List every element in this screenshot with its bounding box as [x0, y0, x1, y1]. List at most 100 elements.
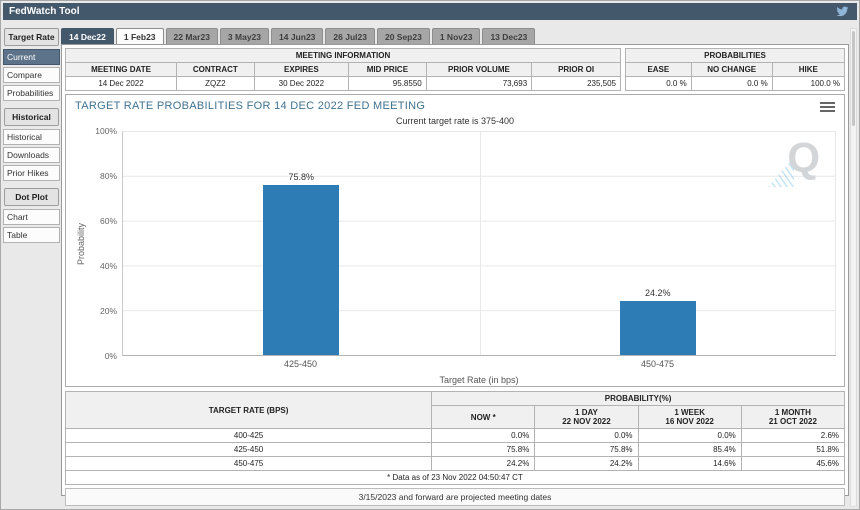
sidebar: Target Rate Current Compare Probabilitie…	[3, 28, 60, 245]
sidebar-header-target-rate: Target Rate	[4, 28, 59, 46]
x-axis-title: Target Rate (in bps)	[439, 375, 519, 385]
sidebar-item-chart[interactable]: Chart	[3, 209, 60, 225]
meeting-information-table: MEETING INFORMATION MEETING DATE CONTRAC…	[65, 48, 621, 91]
month-cell: 51.8%	[740, 442, 846, 457]
col-meeting-date: MEETING DATE	[65, 62, 177, 77]
sidebar-item-current[interactable]: Current	[3, 49, 60, 65]
probability-bar[interactable]	[619, 300, 696, 355]
app-title-bar: FedWatch Tool	[3, 3, 857, 20]
probability-group-header: PROBABILITY(%)	[431, 391, 845, 406]
week-cell: 0.0%	[637, 428, 742, 443]
bar-value-label: 24.2%	[644, 287, 671, 298]
probability-chart: TARGET RATE PROBABILITIES FOR 14 DEC 202…	[65, 94, 845, 387]
range-cell: 425-450	[64, 442, 433, 457]
col-prior-oi: PRIOR OI	[531, 62, 621, 77]
sidebar-item-probabilities[interactable]: Probabilities	[3, 85, 60, 101]
app-title: FedWatch Tool	[9, 6, 80, 17]
plot-area: Q 75.8% 24.2%	[122, 131, 836, 356]
y-axis: 100% 80% 60% 40% 20% 0%	[88, 126, 122, 361]
y-axis-tick-label: 0%	[104, 351, 117, 361]
hike-value: 100.0 %	[771, 76, 846, 91]
contract-value: ZQZ2	[176, 76, 255, 91]
table-row: 400-425 0.0% 0.0% 0.0% 2.6%	[64, 428, 846, 443]
prior-oi-value: 235,505	[531, 76, 621, 91]
x-category-label: 425-450	[283, 359, 318, 369]
probabilities-title: PROBABILITIES	[625, 48, 845, 63]
quikstrike-watermark: Q	[768, 137, 820, 189]
sidebar-item-downloads[interactable]: Downloads	[3, 147, 60, 163]
col-1-day: 1 DAY 22 NOV 2022	[534, 405, 639, 429]
col-prior-volume: PRIOR VOLUME	[425, 62, 533, 77]
now-cell: 0.0%	[431, 428, 536, 443]
y-axis-tick-label: 100%	[95, 126, 117, 136]
bar-value-label: 75.8%	[288, 172, 315, 183]
col-ease: EASE	[625, 62, 692, 77]
tab-14-jun23[interactable]: 14 Jun23	[271, 28, 324, 44]
scrollbar-thumb[interactable]	[852, 31, 855, 126]
x-axis-labels: 425-450 450-475	[74, 359, 836, 369]
sidebar-item-prior-hikes[interactable]: Prior Hikes	[3, 165, 60, 181]
prior-volume-value: 73,693	[425, 76, 533, 91]
now-cell: 24.2%	[431, 456, 536, 471]
main-content: MEETING INFORMATION MEETING DATE CONTRAC…	[61, 44, 849, 506]
tab-1-nov23[interactable]: 1 Nov23	[431, 28, 481, 44]
col-target-rate-bps: TARGET RATE (BPS)	[64, 391, 433, 429]
col-now: NOW *	[431, 405, 536, 429]
week-cell: 85.4%	[637, 442, 742, 457]
x-category-label: 450-475	[640, 359, 675, 369]
week-cell: 14.6%	[637, 456, 742, 471]
col-no-change: NO CHANGE	[690, 62, 773, 77]
expires-value: 30 Dec 2022	[253, 76, 350, 91]
sidebar-item-compare[interactable]: Compare	[3, 67, 60, 83]
col-mid-price: MID PRICE	[348, 62, 427, 77]
bar-slot: 75.8%	[123, 131, 480, 355]
probabilities-summary-table: PROBABILITIES EASE NO CHANGE HIKE 0.0 % …	[625, 48, 846, 91]
day-cell: 75.8%	[534, 442, 639, 457]
sidebar-item-table[interactable]: Table	[3, 227, 60, 243]
col-1-month: 1 MONTH 21 OCT 2022	[740, 405, 846, 429]
ease-value: 0.0 %	[625, 76, 692, 91]
month-cell: 2.6%	[740, 428, 846, 443]
watermark-q: Q	[787, 134, 820, 181]
chart-menu-icon[interactable]	[820, 102, 835, 114]
bar-slot: 24.2%	[480, 131, 837, 355]
meeting-tabs: 14 Dec22 1 Feb23 22 Mar23 3 May23 14 Jun…	[61, 28, 536, 44]
tab-14-dec22[interactable]: 14 Dec22	[61, 28, 114, 44]
sidebar-header-historical: Historical	[4, 108, 59, 126]
y-axis-tick-label: 40%	[99, 261, 117, 271]
col-expires: EXPIRES	[253, 62, 350, 77]
tab-20-sep23[interactable]: 20 Sep23	[376, 28, 430, 44]
twitter-icon[interactable]	[836, 5, 849, 18]
now-cell: 75.8%	[431, 442, 536, 457]
no-change-value: 0.0 %	[690, 76, 773, 91]
sidebar-item-historical[interactable]: Historical	[3, 129, 60, 145]
meeting-date-value: 14 Dec 2022	[65, 76, 177, 91]
vertical-scrollbar[interactable]	[850, 28, 857, 507]
y-axis-tick-label: 80%	[99, 171, 117, 181]
table-row: 450-475 24.2% 24.2% 14.6% 45.6%	[64, 456, 846, 471]
tab-13-dec23[interactable]: 13 Dec23	[482, 28, 536, 44]
col-1-week: 1 WEEK 16 NOV 2022	[637, 405, 742, 429]
data-as-of-note: * Data as of 23 Nov 2022 04:50:47 CT	[65, 470, 845, 485]
range-cell: 400-425	[64, 428, 433, 443]
probability-bar[interactable]	[263, 185, 340, 355]
day-cell: 0.0%	[534, 428, 639, 443]
month-cell: 45.6%	[740, 456, 846, 471]
range-cell: 450-475	[64, 456, 433, 471]
probability-history-table: TARGET RATE (BPS) PROBABILITY(%) NOW * 1…	[64, 391, 846, 485]
tab-1-feb23[interactable]: 1 Feb23	[115, 28, 164, 44]
tab-26-jul23[interactable]: 26 Jul23	[325, 28, 375, 44]
col-contract: CONTRACT	[176, 62, 255, 77]
tab-3-may23[interactable]: 3 May23	[219, 28, 270, 44]
col-hike: HIKE	[771, 62, 846, 77]
table-row: 425-450 75.8% 75.8% 85.4% 51.8%	[64, 442, 846, 457]
chart-title: TARGET RATE PROBABILITIES FOR 14 DEC 202…	[75, 100, 426, 112]
projected-dates-note: 3/15/2023 and forward are projected meet…	[65, 488, 845, 506]
y-axis-tick-label: 60%	[99, 216, 117, 226]
y-axis-tick-label: 20%	[99, 306, 117, 316]
meeting-info-title: MEETING INFORMATION	[65, 48, 621, 63]
day-cell: 24.2%	[534, 456, 639, 471]
tab-22-mar23[interactable]: 22 Mar23	[165, 28, 218, 44]
chart-subtitle: Current target rate is 375-400	[395, 116, 515, 126]
